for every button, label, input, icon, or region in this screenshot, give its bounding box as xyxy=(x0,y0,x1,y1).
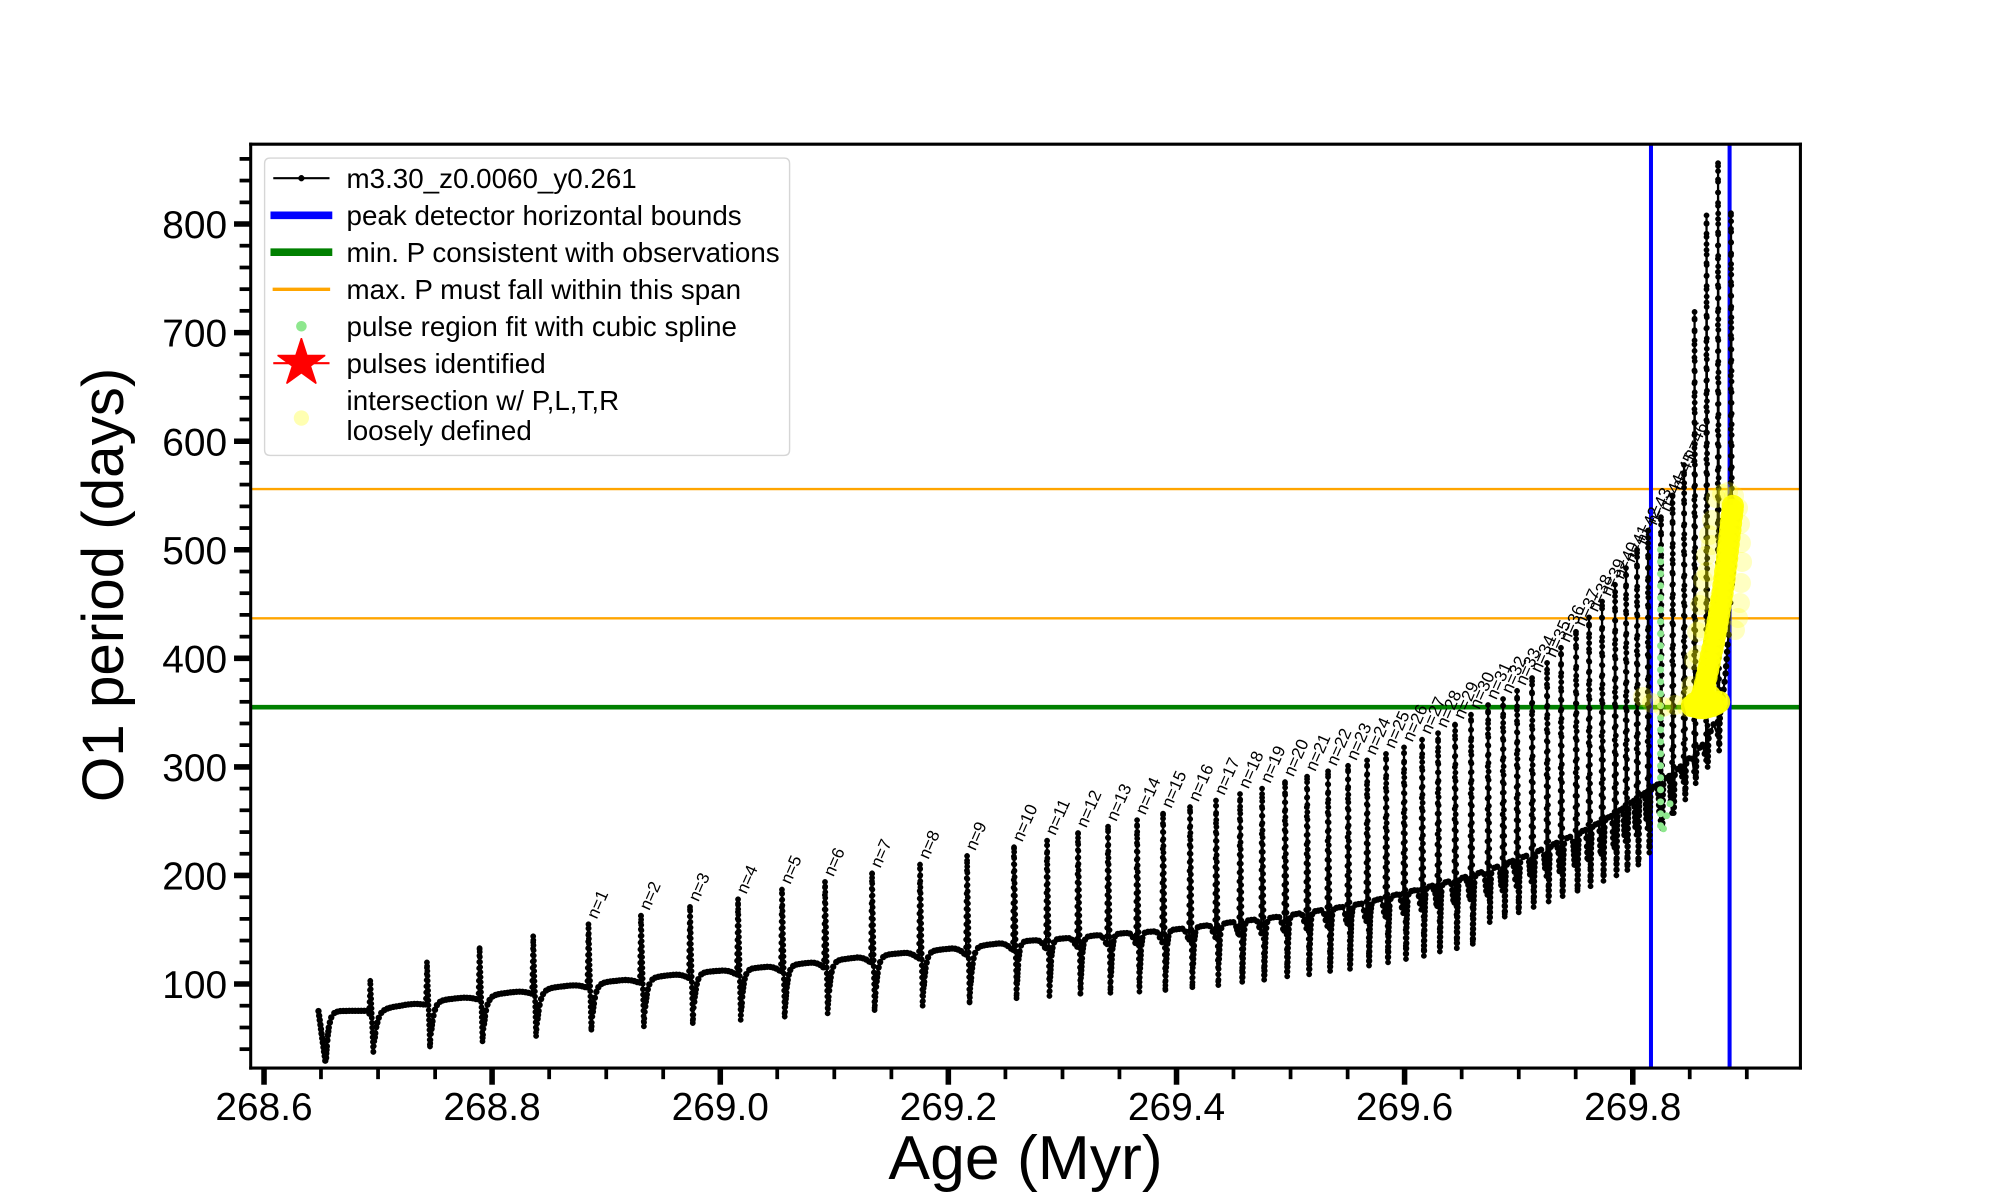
svg-text:peak detector horizontal bound: peak detector horizontal bounds xyxy=(347,200,742,231)
svg-text:600: 600 xyxy=(162,421,227,464)
svg-text:800: 800 xyxy=(162,204,227,247)
svg-text:269.0: 269.0 xyxy=(672,1086,769,1129)
svg-text:max. P must fall within this s: max. P must fall within this span xyxy=(347,274,742,305)
svg-text:intersection w/ P,L,T,R: intersection w/ P,L,T,R xyxy=(347,385,620,416)
svg-text:300: 300 xyxy=(162,747,227,790)
svg-text:500: 500 xyxy=(162,530,227,573)
svg-text:200: 200 xyxy=(162,856,227,899)
svg-text:269.8: 269.8 xyxy=(1584,1086,1681,1129)
svg-text:269.4: 269.4 xyxy=(1128,1086,1225,1129)
svg-text:Age (Myr): Age (Myr) xyxy=(888,1123,1162,1193)
svg-text:100: 100 xyxy=(162,964,227,1007)
svg-text:268.8: 268.8 xyxy=(443,1086,540,1129)
svg-text:min. P consistent with observa: min. P consistent with observations xyxy=(347,237,780,268)
svg-text:269.6: 269.6 xyxy=(1356,1086,1453,1129)
svg-text:268.6: 268.6 xyxy=(215,1086,312,1129)
svg-text:pulse region fit with cubic sp: pulse region fit with cubic spline xyxy=(347,311,737,342)
svg-text:O1 period (days): O1 period (days) xyxy=(71,368,136,802)
svg-text:pulses identified: pulses identified xyxy=(347,348,546,379)
svg-text:loosely defined: loosely defined xyxy=(347,415,532,446)
svg-text:269.2: 269.2 xyxy=(900,1086,997,1129)
svg-text:700: 700 xyxy=(162,313,227,356)
svg-text:400: 400 xyxy=(162,638,227,681)
svg-text:m3.30_z0.0060_y0.261: m3.30_z0.0060_y0.261 xyxy=(347,163,637,194)
